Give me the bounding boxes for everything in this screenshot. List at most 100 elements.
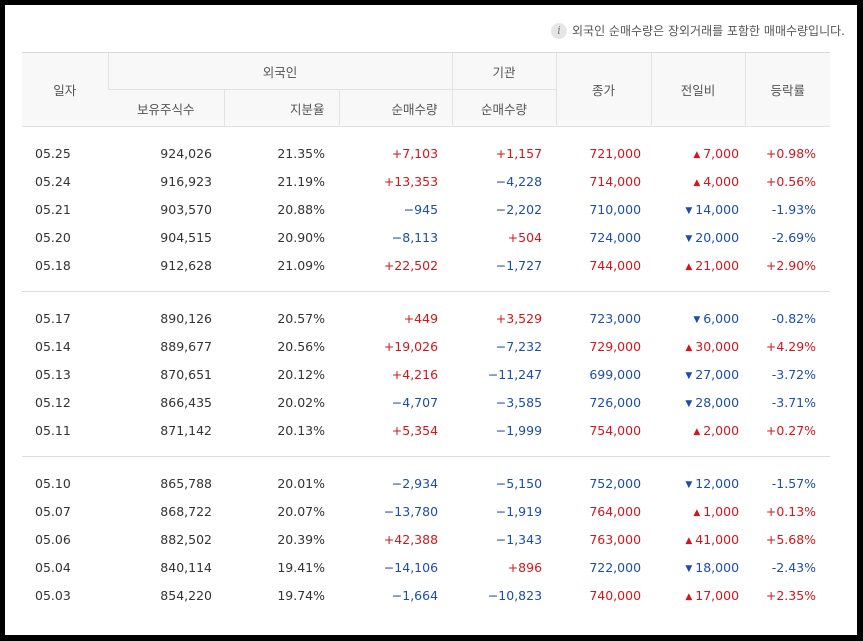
table-row: 05.14 889,677 20.56% +19,026 −7,232 729,000 ▲ 3… <box>22 332 830 360</box>
cell-holdings-value: 854,220 <box>160 587 212 603</box>
investor-trading-table: 일자 외국인 기관 종가 전일비 등락률 보유주식수 지분율 순매수량 순매수량… <box>22 52 831 621</box>
cell-change: ▲ 17,000 <box>651 581 745 609</box>
cell-rate: +0.27% <box>745 416 830 444</box>
cell-change-value: 21,000 <box>695 257 740 273</box>
cell-close-value: 729,000 <box>589 338 642 354</box>
table-row: 05.04 840,114 19.41% −14,106 +896 722,000 ▼ 18,… <box>22 553 830 581</box>
cell-close: 744,000 <box>556 251 651 279</box>
cell-date: 05.03 <box>22 581 108 609</box>
cell-close-value: 726,000 <box>589 394 642 410</box>
cell-rate-value: +0.98% <box>765 145 817 161</box>
cell-foreign-net-value: −14,106 <box>383 559 439 575</box>
cell-close: 699,000 <box>556 360 651 388</box>
cell-change: ▼ 18,000 <box>651 553 745 581</box>
cell-rate-value: +0.13% <box>765 503 817 519</box>
triangle-up-icon: ▲ <box>693 507 701 518</box>
table-row: 05.20 904,515 20.90% −8,113 +504 724,000 ▼ 20,0… <box>22 223 830 251</box>
header-institution: 기관 <box>451 52 557 90</box>
cell-inst-net: −11,247 <box>452 360 556 388</box>
cell-ratio: 20.13% <box>224 416 339 444</box>
cell-rate-value: -3.72% <box>771 366 817 382</box>
cell-holdings: 870,651 <box>108 360 224 388</box>
cell-holdings: 890,126 <box>108 304 224 332</box>
cell-change: ▲ 1,000 <box>651 497 745 525</box>
cell-close-value: 740,000 <box>589 587 642 603</box>
cell-inst-net-value: −5,150 <box>495 475 543 491</box>
cell-close: 724,000 <box>556 223 651 251</box>
header-foreign: 외국인 <box>107 52 453 90</box>
cell-rate: -2.43% <box>745 553 830 581</box>
cell-change: ▼ 28,000 <box>651 388 745 416</box>
cell-holdings-value: 871,142 <box>160 422 212 438</box>
cell-holdings-value: 870,651 <box>160 366 212 382</box>
cell-rate: +0.13% <box>745 497 830 525</box>
cell-inst-net: +1,157 <box>452 139 556 167</box>
cell-inst-net: −10,823 <box>452 581 556 609</box>
cell-inst-net: −7,232 <box>452 332 556 360</box>
cell-date-value: 05.14 <box>35 338 71 354</box>
cell-date-value: 05.07 <box>35 503 71 519</box>
cell-ratio-value: 20.57% <box>277 310 325 326</box>
cell-change: ▲ 2,000 <box>651 416 745 444</box>
group-divider <box>22 291 831 292</box>
cell-rate-value: -1.93% <box>771 201 817 217</box>
cell-rate-value: -0.82% <box>771 310 817 326</box>
notice-text: 외국인 순매수량은 장외거래를 포함한 매매수량입니다. <box>572 24 845 38</box>
table-row: 05.25 924,026 21.35% +7,103 +1,157 721,000 ▲ 7,… <box>22 139 830 167</box>
cell-foreign-net-value: +13,353 <box>383 173 439 189</box>
cell-inst-net-value: +1,157 <box>495 145 543 161</box>
cell-date-value: 05.13 <box>35 366 71 382</box>
table-row: 05.24 916,923 21.19% +13,353 −4,228 714,000 ▲ 4… <box>22 167 830 195</box>
cell-date: 05.10 <box>22 469 108 497</box>
cell-holdings-value: 840,114 <box>160 559 212 575</box>
cell-change: ▼ 14,000 <box>651 195 745 223</box>
cell-ratio-value: 20.56% <box>277 338 325 354</box>
notice: i 외국인 순매수량은 장외거래를 포함한 매매수량입니다. <box>551 22 845 39</box>
table-row: 05.17 890,126 20.57% +449 +3,529 723,000 ▼ 6,00… <box>22 304 830 332</box>
cell-change: ▲ 41,000 <box>651 525 745 553</box>
cell-rate-value: +5.68% <box>765 531 817 547</box>
cell-inst-net-value: −2,202 <box>495 201 543 217</box>
cell-date: 05.25 <box>22 139 108 167</box>
cell-change-value: 12,000 <box>695 475 740 491</box>
cell-holdings-value: 890,126 <box>160 310 212 326</box>
cell-rate: +0.98% <box>745 139 830 167</box>
cell-holdings-value: 912,628 <box>160 257 212 273</box>
cell-ratio-value: 20.13% <box>277 422 325 438</box>
cell-foreign-net-value: +22,502 <box>383 257 439 273</box>
cell-foreign-net-value: +19,026 <box>383 338 439 354</box>
cell-change: ▼ 6,000 <box>651 304 745 332</box>
info-icon: i <box>551 22 567 39</box>
cell-holdings: 866,435 <box>108 388 224 416</box>
cell-foreign-net: −14,106 <box>339 553 452 581</box>
cell-inst-net: −3,585 <box>452 388 556 416</box>
table-row: 05.10 865,788 20.01% −2,934 −5,150 752,000 ▼ 12… <box>22 469 830 497</box>
cell-change-value: 41,000 <box>695 531 740 547</box>
cell-holdings-value: 866,435 <box>160 394 212 410</box>
cell-rate: -1.93% <box>745 195 830 223</box>
cell-foreign-net-value: +449 <box>403 310 439 326</box>
cell-holdings: 912,628 <box>108 251 224 279</box>
cell-change-value: 4,000 <box>703 173 740 189</box>
cell-close-value: 721,000 <box>589 145 642 161</box>
cell-foreign-net: +7,103 <box>339 139 452 167</box>
cell-rate: -1.57% <box>745 469 830 497</box>
cell-holdings-value: 868,722 <box>160 503 212 519</box>
cell-ratio-value: 21.19% <box>277 173 325 189</box>
cell-change: ▲ 21,000 <box>651 251 745 279</box>
cell-foreign-net: +5,354 <box>339 416 452 444</box>
cell-close-value: 752,000 <box>589 475 642 491</box>
triangle-down-icon: ▼ <box>685 563 693 574</box>
cell-date-value: 05.06 <box>35 531 71 547</box>
triangle-up-icon: ▲ <box>693 426 701 437</box>
cell-inst-net: −1,919 <box>452 497 556 525</box>
cell-ratio-value: 21.09% <box>277 257 325 273</box>
cell-ratio-value: 19.74% <box>277 587 325 603</box>
cell-foreign-net: −4,707 <box>339 388 452 416</box>
cell-ratio: 19.74% <box>224 581 339 609</box>
cell-rate: -3.71% <box>745 388 830 416</box>
cell-ratio: 20.90% <box>224 223 339 251</box>
cell-ratio: 20.88% <box>224 195 339 223</box>
cell-holdings: 840,114 <box>108 553 224 581</box>
table-header: 일자 외국인 기관 종가 전일비 등락률 보유주식수 지분율 순매수량 순매수량 <box>22 52 831 127</box>
